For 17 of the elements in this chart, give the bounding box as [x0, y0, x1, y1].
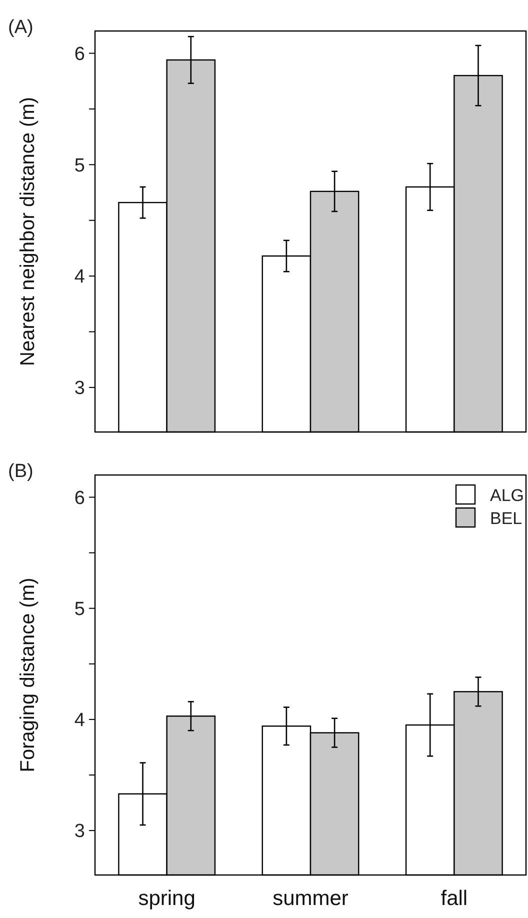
y-tick-label: 4	[74, 266, 86, 288]
x-tick-label: spring	[138, 887, 196, 910]
x-tick-label: summer	[272, 887, 348, 910]
legend-label: ALG	[490, 486, 524, 505]
x-tick-label: fall	[440, 887, 468, 910]
y-tick-label: 4	[74, 710, 86, 732]
y-axis-title: Nearest neighbor distance (m)	[17, 96, 39, 366]
y-tick-label: 5	[74, 598, 85, 620]
y-tick-label: 6	[74, 44, 85, 65]
y-tick-label: 6	[74, 488, 85, 509]
y-tick-label: 5	[74, 155, 85, 176]
chart-title: (B)	[8, 461, 34, 482]
legend-label: BEL	[490, 508, 522, 528]
chart-title: (A)	[8, 17, 34, 38]
y-tick-label: 3	[74, 821, 85, 842]
y-axis-title: Foraging distance (m)	[17, 578, 39, 772]
y-tick-label: 3	[74, 378, 85, 400]
